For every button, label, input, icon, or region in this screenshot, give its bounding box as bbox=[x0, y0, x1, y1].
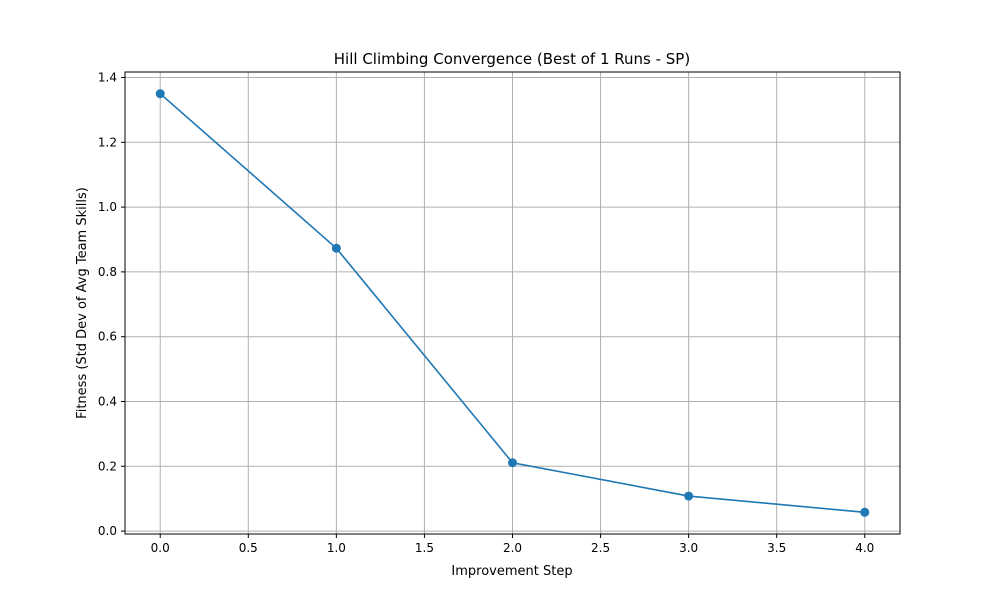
data-point bbox=[508, 458, 517, 468]
grid bbox=[125, 72, 900, 534]
data-series bbox=[155, 89, 870, 517]
x-tick-label: 2.5 bbox=[591, 541, 610, 555]
y-tick-label: 0.4 bbox=[98, 394, 117, 408]
x-tick-label: 1.0 bbox=[327, 541, 346, 555]
x-axis-ticks: 0.0 0.5 1.0 1.5 2.0 2.5 3.0 3.5 4.0 bbox=[151, 534, 874, 555]
y-tick-label: 0.6 bbox=[98, 330, 117, 344]
y-tick-label: 1.2 bbox=[98, 135, 117, 149]
y-tick-label: 0.8 bbox=[98, 265, 117, 279]
y-tick-label: 1.4 bbox=[98, 71, 117, 85]
x-tick-label: 1.5 bbox=[415, 541, 434, 555]
y-tick-label: 0.0 bbox=[98, 524, 117, 538]
x-tick-label: 2.0 bbox=[503, 541, 522, 555]
chart-title: Hill Climbing Convergence (Best of 1 Run… bbox=[334, 50, 690, 68]
data-point bbox=[684, 491, 694, 501]
y-axis-label: Fitness (Std Dev of Avg Team Skills) bbox=[75, 187, 90, 419]
data-point bbox=[331, 243, 341, 253]
x-tick-label: 0.0 bbox=[151, 541, 170, 555]
y-tick-label: 0.2 bbox=[98, 459, 117, 473]
x-tick-label: 3.0 bbox=[679, 541, 698, 555]
data-point bbox=[155, 89, 165, 99]
data-point bbox=[860, 507, 870, 517]
x-tick-label: 0.5 bbox=[239, 541, 258, 555]
y-tick-label: 1.0 bbox=[98, 200, 117, 214]
x-axis-label: Improvement Step bbox=[451, 564, 572, 579]
y-axis-ticks: 0.0 0.2 0.4 0.6 0.8 1.0 1.2 1.4 bbox=[98, 71, 125, 538]
x-tick-label: 3.5 bbox=[767, 541, 786, 555]
x-tick-label: 4.0 bbox=[855, 541, 874, 555]
